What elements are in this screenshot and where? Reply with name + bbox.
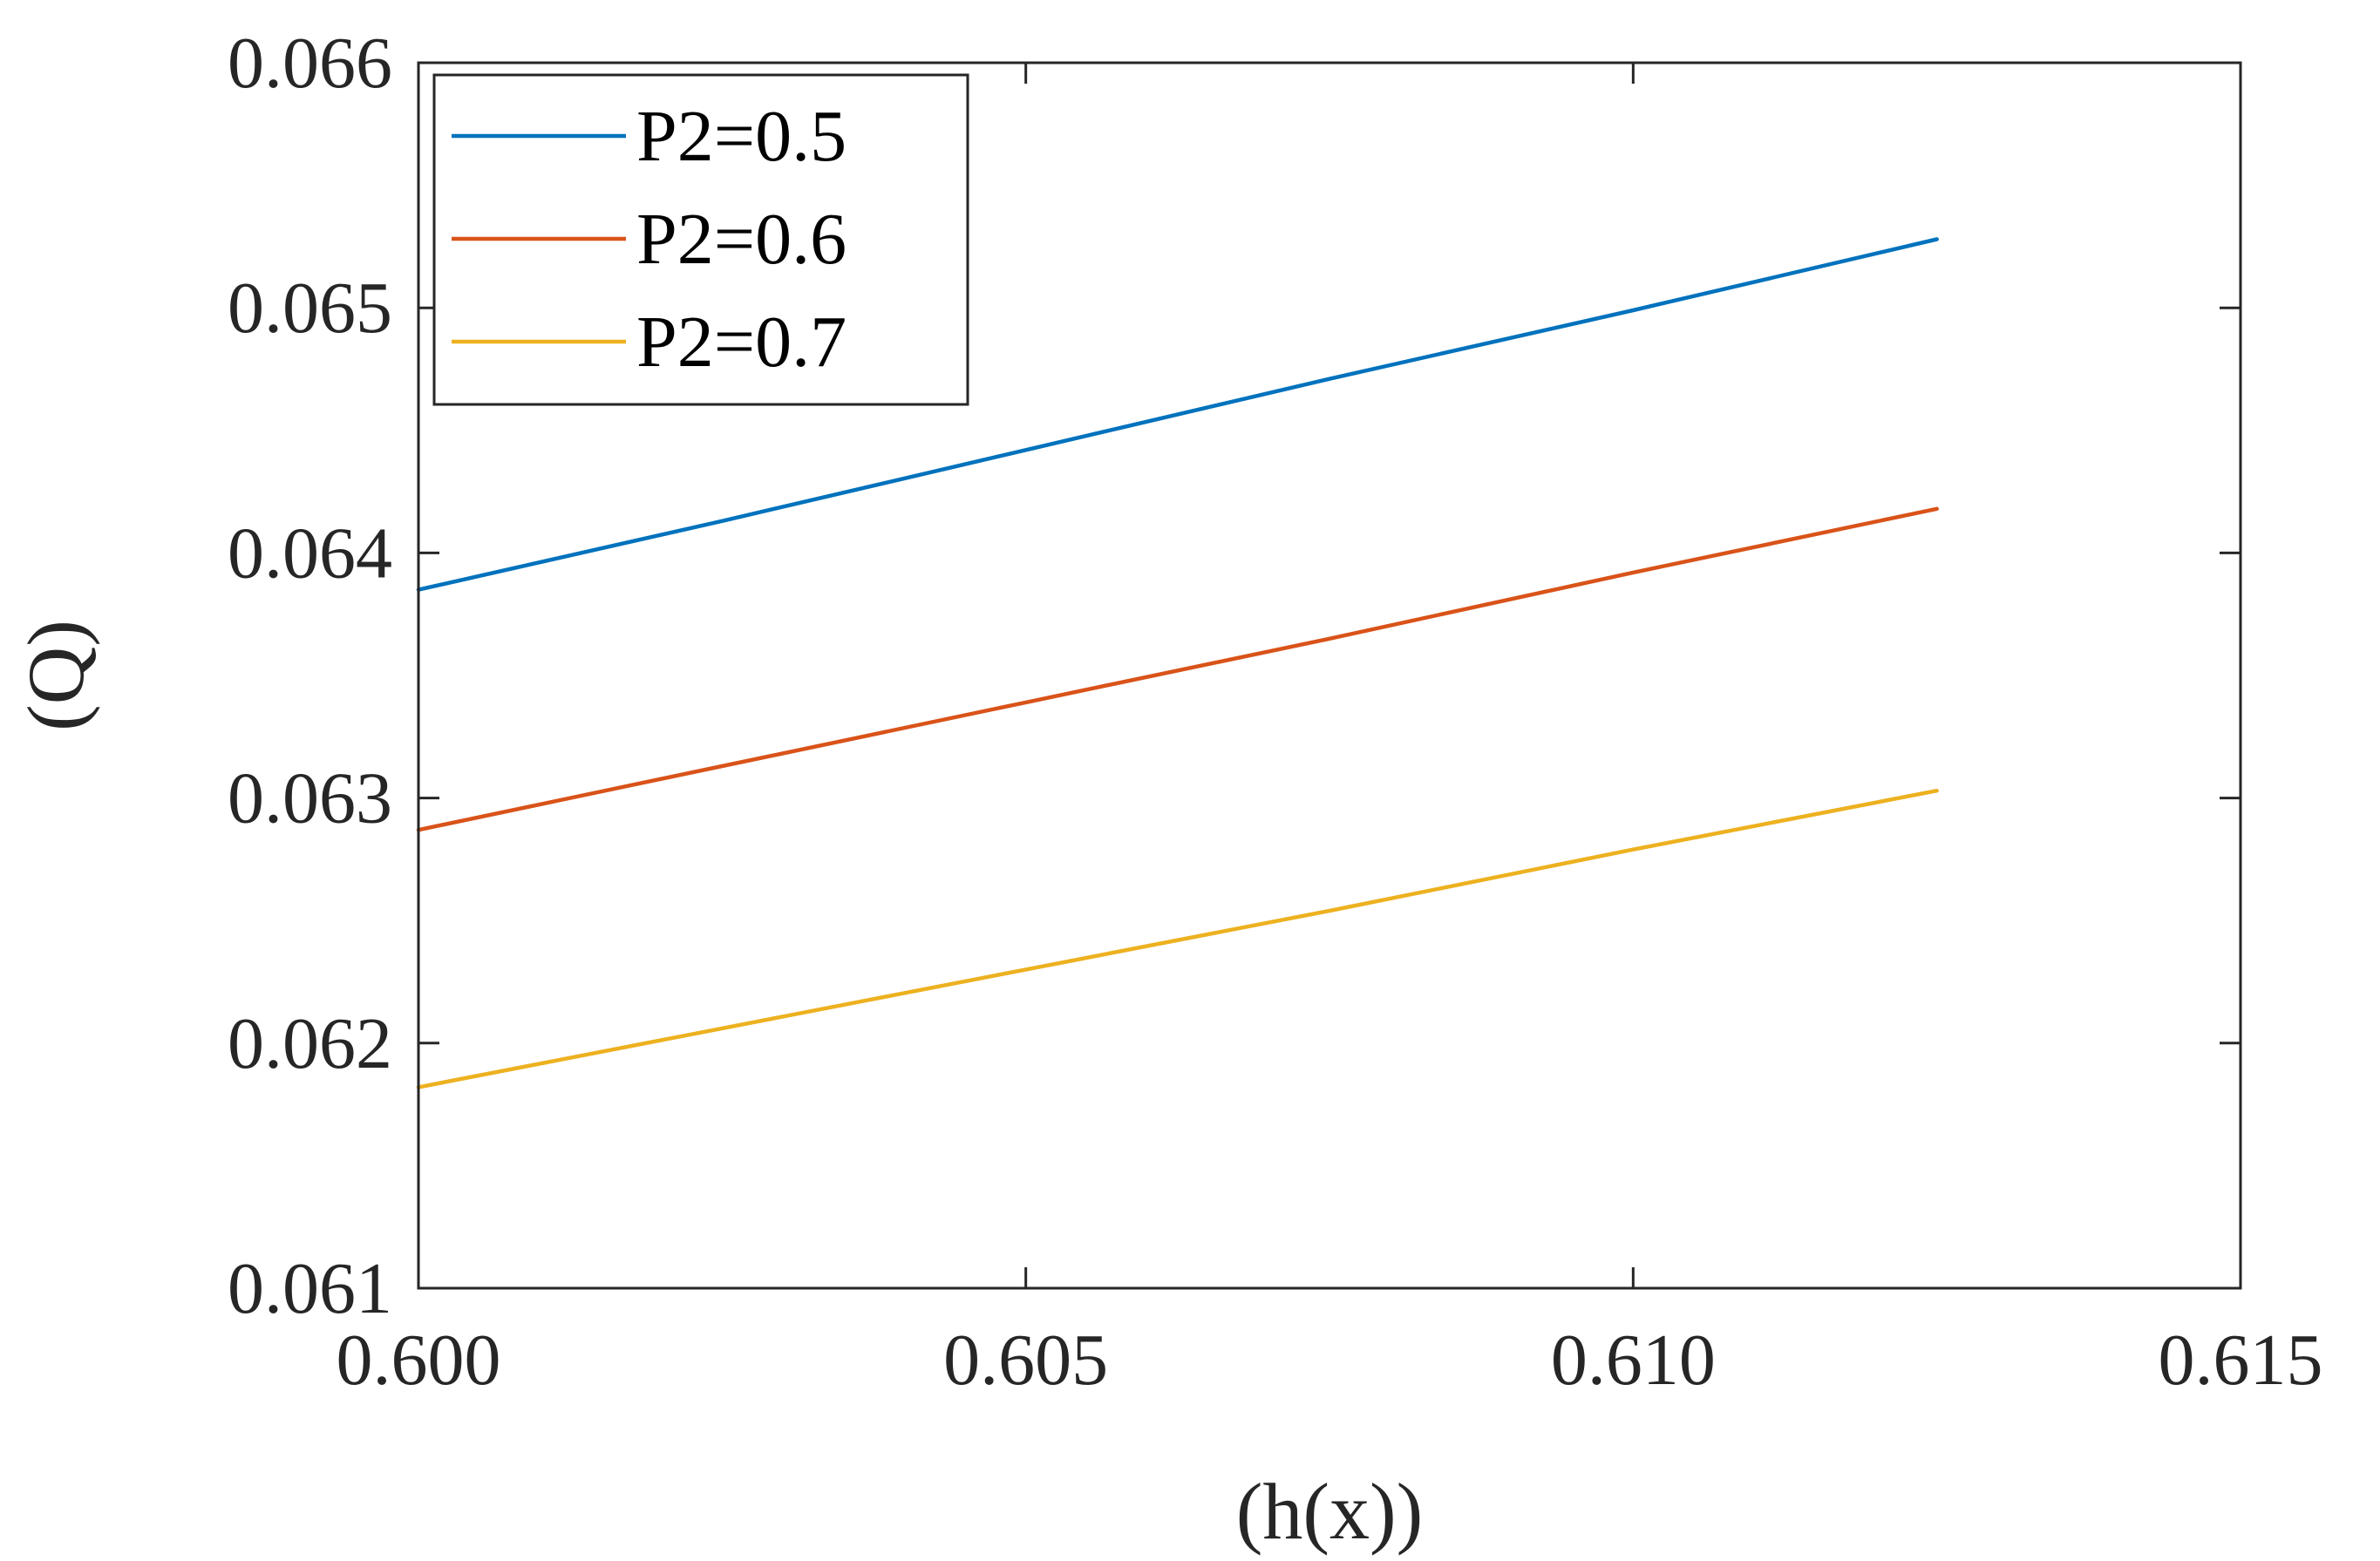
y-tick-label: 0.062 (228, 1003, 392, 1084)
legend: P2=0.5 P2=0.6 P2=0.7 (432, 73, 969, 406)
y-tick-label: 0.065 (228, 268, 392, 349)
y-tick-label: 0.066 (228, 23, 392, 104)
x-tick-label: 0.605 (943, 1320, 1108, 1401)
x-axis-label: (h(x)) (1236, 1467, 1424, 1556)
y-axis-label: (Q) (11, 620, 100, 731)
plot-area-border (417, 61, 2242, 1290)
series-line-1 (416, 237, 1939, 592)
legend-label-1: P2=0.5 (636, 96, 847, 177)
axes-layer (417, 61, 2242, 1290)
legend-label-2: P2=0.6 (636, 199, 847, 280)
series-line-2 (416, 506, 1939, 832)
ticks-layer: 0.600 0.605 0.610 0.615 0.061 0.062 0.063 0.064… (228, 23, 2323, 1401)
x-tick-label: 0.615 (2159, 1320, 2323, 1401)
y-tick-label: 0.063 (228, 758, 392, 839)
series-layer (416, 237, 1939, 1089)
x-tick-label: 0.600 (337, 1320, 501, 1401)
y-tick-label: 0.064 (228, 512, 392, 594)
y-tick-label: 0.061 (228, 1248, 392, 1329)
x-tick-label: 0.610 (1551, 1320, 1716, 1401)
series-line-3 (416, 788, 1939, 1089)
legend-label-3: P2=0.7 (636, 302, 847, 383)
